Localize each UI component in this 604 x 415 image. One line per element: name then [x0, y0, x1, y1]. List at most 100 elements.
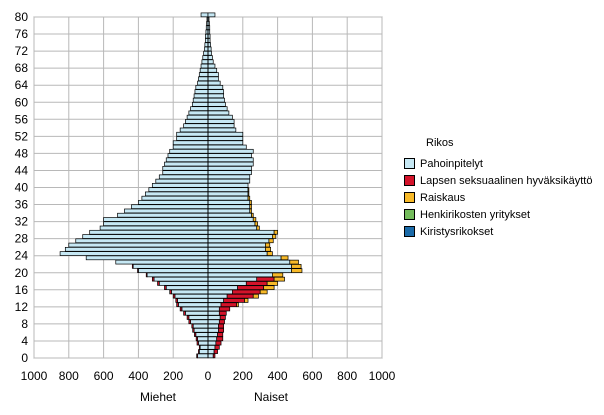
- men-bar: [176, 136, 209, 141]
- women-bar: [207, 306, 220, 312]
- men-bar: [172, 140, 209, 146]
- men-bar: [138, 200, 209, 205]
- x-tick-label: 400: [128, 369, 148, 383]
- men-bar: [202, 55, 209, 60]
- women-bar: [207, 349, 215, 354]
- men-bar: [200, 12, 209, 18]
- men-bar: [131, 204, 209, 209]
- women-bar: [249, 208, 252, 214]
- women-bar: [207, 310, 220, 316]
- women-bar: [207, 183, 249, 188]
- men-bar: [172, 293, 176, 299]
- women-bar: [263, 285, 275, 290]
- women-bar: [245, 281, 268, 286]
- women-bar: [289, 259, 299, 265]
- men-bar: [195, 85, 209, 90]
- women-axis-label: Naiset: [254, 390, 289, 404]
- plot-area: [33, 12, 383, 359]
- men-bar: [158, 281, 209, 286]
- women-bar: [207, 221, 256, 227]
- women-bar: [207, 234, 273, 239]
- men-bar: [192, 323, 209, 329]
- women-bar: [273, 276, 285, 282]
- men-bar: [198, 76, 209, 82]
- men-bar: [155, 178, 209, 184]
- women-bar: [249, 204, 252, 209]
- legend-label: Raiskaus: [420, 191, 466, 204]
- women-bar: [207, 102, 226, 107]
- y-tick-label: 4: [21, 334, 28, 348]
- women-bar: [207, 63, 216, 69]
- women-bar: [207, 259, 291, 265]
- legend-swatch: [404, 209, 415, 220]
- women-bar: [207, 170, 252, 175]
- y-tick-label: 48: [15, 146, 29, 160]
- women-bar: [212, 353, 216, 359]
- women-bar: [207, 340, 217, 346]
- women-bar: [207, 123, 235, 129]
- legend-label: Henkirikosten yritykset: [420, 208, 531, 221]
- legend-label: Lapsen seksuaalinen hyväksikäyttö: [420, 174, 593, 187]
- women-bar: [207, 140, 244, 146]
- women-bar: [216, 336, 224, 342]
- women-bar: [207, 97, 225, 103]
- women-bar: [207, 72, 219, 77]
- women-bar: [207, 276, 258, 282]
- women-bar: [207, 217, 254, 222]
- legend: Rikos Pahoinpitelyt Lapsen seksuaalinen h…: [404, 137, 592, 240]
- women-bar: [207, 76, 219, 82]
- men-bar: [198, 340, 209, 346]
- men-bar: [153, 276, 209, 282]
- men-bar: [188, 110, 209, 116]
- men-bar: [82, 234, 209, 239]
- women-bar: [207, 55, 213, 60]
- men-bar: [174, 293, 209, 299]
- x-tick-label: 600: [302, 369, 322, 383]
- women-bar: [207, 114, 233, 120]
- women-bar: [207, 302, 222, 308]
- men-bar: [198, 72, 209, 77]
- women-bar: [291, 264, 302, 269]
- women-bar: [218, 323, 225, 329]
- y-tick-label: 64: [15, 78, 29, 92]
- men-axis-label: Miehet: [140, 390, 177, 404]
- women-bar: [207, 195, 249, 201]
- women-bar: [207, 353, 214, 359]
- women-bar: [207, 127, 237, 133]
- men-bar: [192, 327, 195, 333]
- women-bar: [272, 234, 277, 239]
- men-bar: [193, 93, 209, 99]
- men-bar: [175, 298, 178, 303]
- women-bar: [207, 251, 268, 256]
- y-tick-label: 52: [15, 129, 29, 143]
- women-bar: [207, 187, 249, 192]
- legend-swatch: [404, 175, 415, 186]
- women-bar: [236, 302, 239, 308]
- women-bar: [207, 153, 252, 158]
- women-bar: [207, 178, 251, 184]
- women-bar: [207, 242, 266, 248]
- men-bar: [196, 340, 199, 346]
- men-bar: [185, 119, 209, 124]
- men-bar: [85, 255, 209, 261]
- y-tick-label: 56: [15, 112, 29, 126]
- men-bar: [195, 336, 198, 342]
- women-bar: [213, 349, 218, 354]
- y-tick-label: 20: [15, 266, 29, 280]
- men-bar: [131, 264, 134, 269]
- women-bar: [207, 67, 218, 73]
- men-bar: [190, 106, 209, 111]
- women-bar: [215, 340, 222, 346]
- men-bar: [151, 276, 155, 282]
- men-bar: [181, 306, 209, 312]
- men-bar: [59, 251, 209, 256]
- women-bar: [207, 319, 220, 325]
- y-tick-label: 76: [15, 27, 29, 41]
- women-bar: [254, 221, 258, 227]
- men-bar: [117, 212, 209, 218]
- women-bar: [265, 242, 271, 248]
- women-bar: [217, 332, 224, 337]
- legend-label: Kiristysrikokset: [420, 225, 494, 238]
- y-tick-label: 24: [15, 249, 29, 263]
- women-bar: [280, 255, 289, 261]
